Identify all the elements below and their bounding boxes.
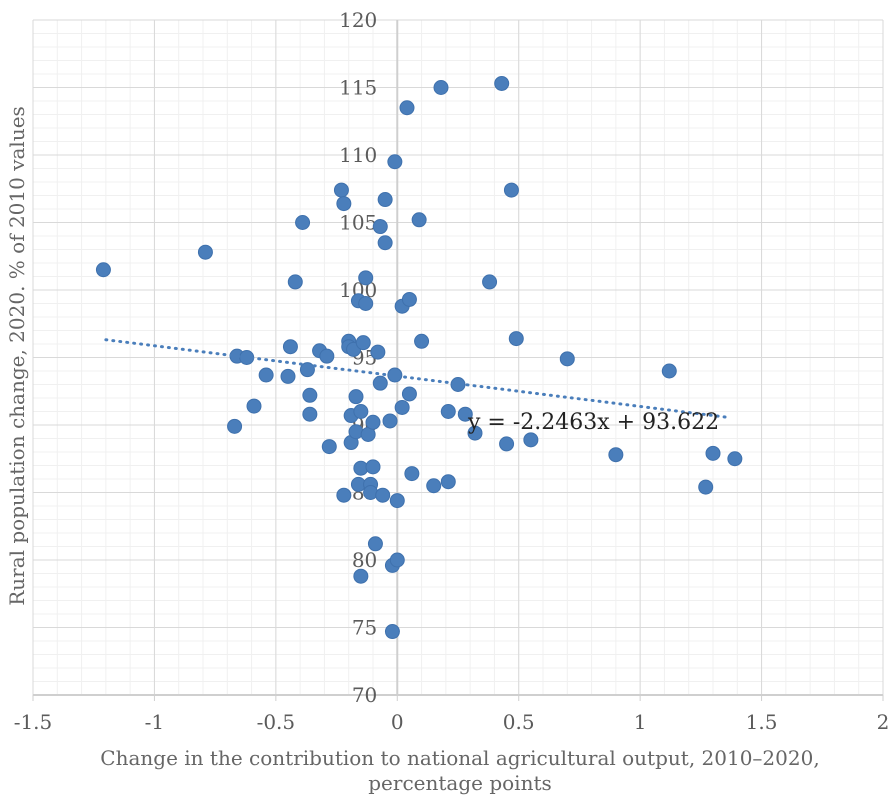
data-point <box>349 390 363 404</box>
x-tick-label: -1 <box>145 710 164 734</box>
data-point <box>359 271 373 285</box>
data-point <box>412 213 426 227</box>
data-point <box>354 569 368 583</box>
data-point <box>366 415 380 429</box>
data-point <box>388 155 402 169</box>
data-point <box>385 625 399 639</box>
data-point <box>395 400 409 414</box>
data-point <box>402 292 416 306</box>
data-point <box>296 216 310 230</box>
x-tick-label: -1.5 <box>14 710 53 734</box>
data-point <box>441 405 455 419</box>
y-tick-label: 70 <box>352 683 377 707</box>
data-point <box>699 480 713 494</box>
axes <box>33 20 883 701</box>
data-point <box>303 388 317 402</box>
data-point <box>509 332 523 346</box>
data-point <box>322 440 336 454</box>
y-tick-label: 110 <box>339 143 377 167</box>
x-tick-labels: -1.5 -1 -0.5 0 0.5 1 1.5 2 <box>14 710 890 734</box>
data-point <box>96 263 110 277</box>
data-point <box>400 101 414 115</box>
data-point <box>706 446 720 460</box>
data-point <box>337 488 351 502</box>
data-point <box>373 376 387 390</box>
data-point <box>560 352 574 366</box>
data-point <box>366 460 380 474</box>
data-point <box>288 275 302 289</box>
data-point <box>402 387 416 401</box>
x-axis-title-line-1: Change in the contribution to national a… <box>100 746 819 770</box>
data-point <box>247 399 261 413</box>
x-tick-label: -0.5 <box>257 710 296 734</box>
data-point <box>378 193 392 207</box>
data-point <box>504 183 518 197</box>
data-point <box>609 448 623 462</box>
data-point <box>320 349 334 363</box>
data-point <box>390 553 404 567</box>
data-point <box>198 245 212 259</box>
data-point <box>427 479 441 493</box>
data-point <box>228 419 242 433</box>
y-tick-label: 75 <box>352 616 377 640</box>
data-point <box>373 220 387 234</box>
data-point <box>662 364 676 378</box>
data-point <box>441 475 455 489</box>
y-tick-label: 105 <box>339 211 377 235</box>
trendline-equation: y = -2.2463x + 93.622 <box>467 410 719 435</box>
trendline <box>106 340 730 418</box>
y-axis-title: Rural population change, 2020. % of 2010… <box>5 106 29 606</box>
trendline-group <box>106 340 730 418</box>
data-point <box>390 494 404 508</box>
data-point <box>376 488 390 502</box>
data-point <box>383 414 397 428</box>
major-gridlines <box>33 20 883 695</box>
y-tick-label: 115 <box>339 76 377 100</box>
data-point <box>359 297 373 311</box>
data-point <box>364 486 378 500</box>
data-point <box>281 369 295 383</box>
data-point <box>356 336 370 350</box>
x-tick-label: 0 <box>391 710 404 734</box>
data-point <box>434 81 448 95</box>
data-point <box>368 537 382 551</box>
data-point <box>354 405 368 419</box>
x-tick-label: 1 <box>634 710 647 734</box>
data-point <box>415 334 429 348</box>
data-point <box>371 345 385 359</box>
data-point <box>259 368 273 382</box>
data-point <box>334 183 348 197</box>
data-point <box>495 76 509 90</box>
data-point <box>337 197 351 211</box>
x-axis-title-line-2: percentage points <box>368 771 552 795</box>
x-tick-label: 0.5 <box>503 710 535 734</box>
data-point <box>378 236 392 250</box>
data-point <box>303 407 317 421</box>
y-tick-label: 80 <box>352 548 377 572</box>
data-point <box>500 437 514 451</box>
x-tick-label: 1.5 <box>746 710 778 734</box>
data-point <box>405 467 419 481</box>
x-tick-label: 2 <box>877 710 890 734</box>
data-point <box>283 340 297 354</box>
data-point <box>483 275 497 289</box>
data-point <box>349 425 363 439</box>
data-point <box>728 452 742 466</box>
y-tick-label: 120 <box>339 8 377 32</box>
